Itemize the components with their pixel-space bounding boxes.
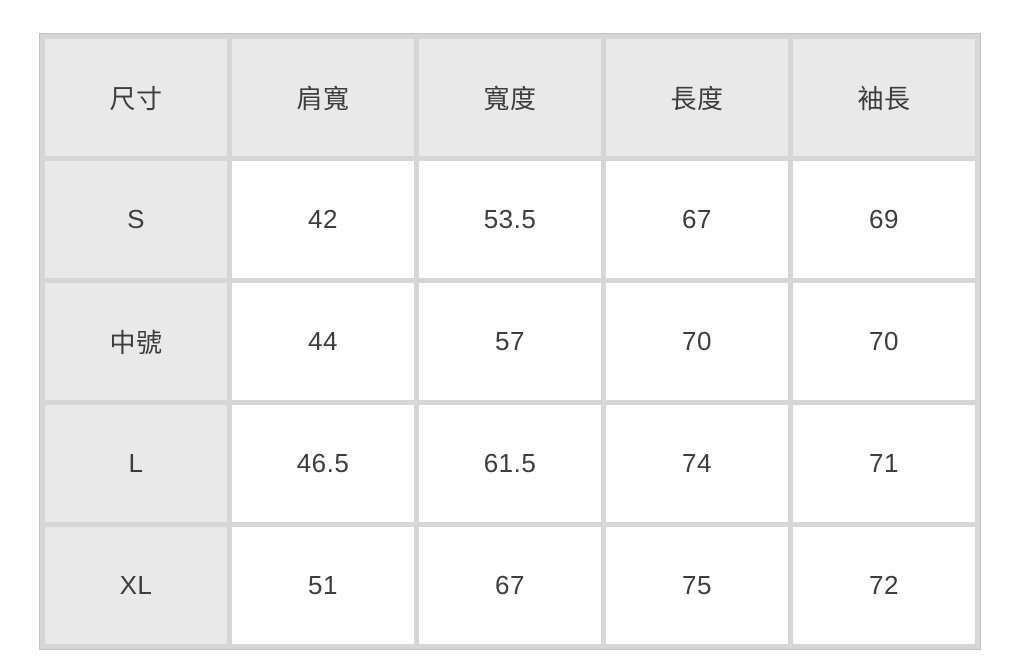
table-row-s: S 42 53.5 67 69 — [40, 156, 980, 283]
header-cell-size: 尺寸 — [40, 34, 232, 161]
row-header-cell: S — [40, 156, 232, 283]
header-cell-width: 寬度 — [414, 34, 606, 161]
row-header-cell: XL — [40, 522, 232, 649]
table-row-l: L 46.5 61.5 74 71 — [40, 400, 980, 527]
data-cell: 67 — [601, 156, 793, 283]
data-cell: 42 — [227, 156, 419, 283]
header-cell-length: 長度 — [601, 34, 793, 161]
data-cell: 51 — [227, 522, 419, 649]
data-cell: 46.5 — [227, 400, 419, 527]
data-cell: 71 — [788, 400, 980, 527]
size-chart-header: 尺寸 肩寬 寬度 長度 袖長 — [40, 34, 980, 161]
data-cell: 61.5 — [414, 400, 606, 527]
data-cell: 69 — [788, 156, 980, 283]
data-cell: 75 — [601, 522, 793, 649]
row-header-cell: 中號 — [40, 278, 232, 405]
size-chart-table: 尺寸 肩寬 寬度 長度 袖長 S 42 53.5 67 69 中號 44 57 … — [39, 33, 981, 650]
data-cell: 57 — [414, 278, 606, 405]
data-cell: 53.5 — [414, 156, 606, 283]
row-header-cell: L — [40, 400, 232, 527]
header-row: 尺寸 肩寬 寬度 長度 袖長 — [40, 34, 980, 161]
data-cell: 70 — [601, 278, 793, 405]
header-cell-sleeve-length: 袖長 — [788, 34, 980, 161]
data-cell: 72 — [788, 522, 980, 649]
table-row-m: 中號 44 57 70 70 — [40, 278, 980, 405]
data-cell: 67 — [414, 522, 606, 649]
data-cell: 44 — [227, 278, 419, 405]
table-row-xl: XL 51 67 75 72 — [40, 522, 980, 649]
header-cell-shoulder-width: 肩寬 — [227, 34, 419, 161]
data-cell: 70 — [788, 278, 980, 405]
size-chart-body: S 42 53.5 67 69 中號 44 57 70 70 L 46.5 61… — [40, 156, 980, 649]
size-chart: 尺寸 肩寬 寬度 長度 袖長 S 42 53.5 67 69 中號 44 57 … — [39, 33, 981, 650]
data-cell: 74 — [601, 400, 793, 527]
